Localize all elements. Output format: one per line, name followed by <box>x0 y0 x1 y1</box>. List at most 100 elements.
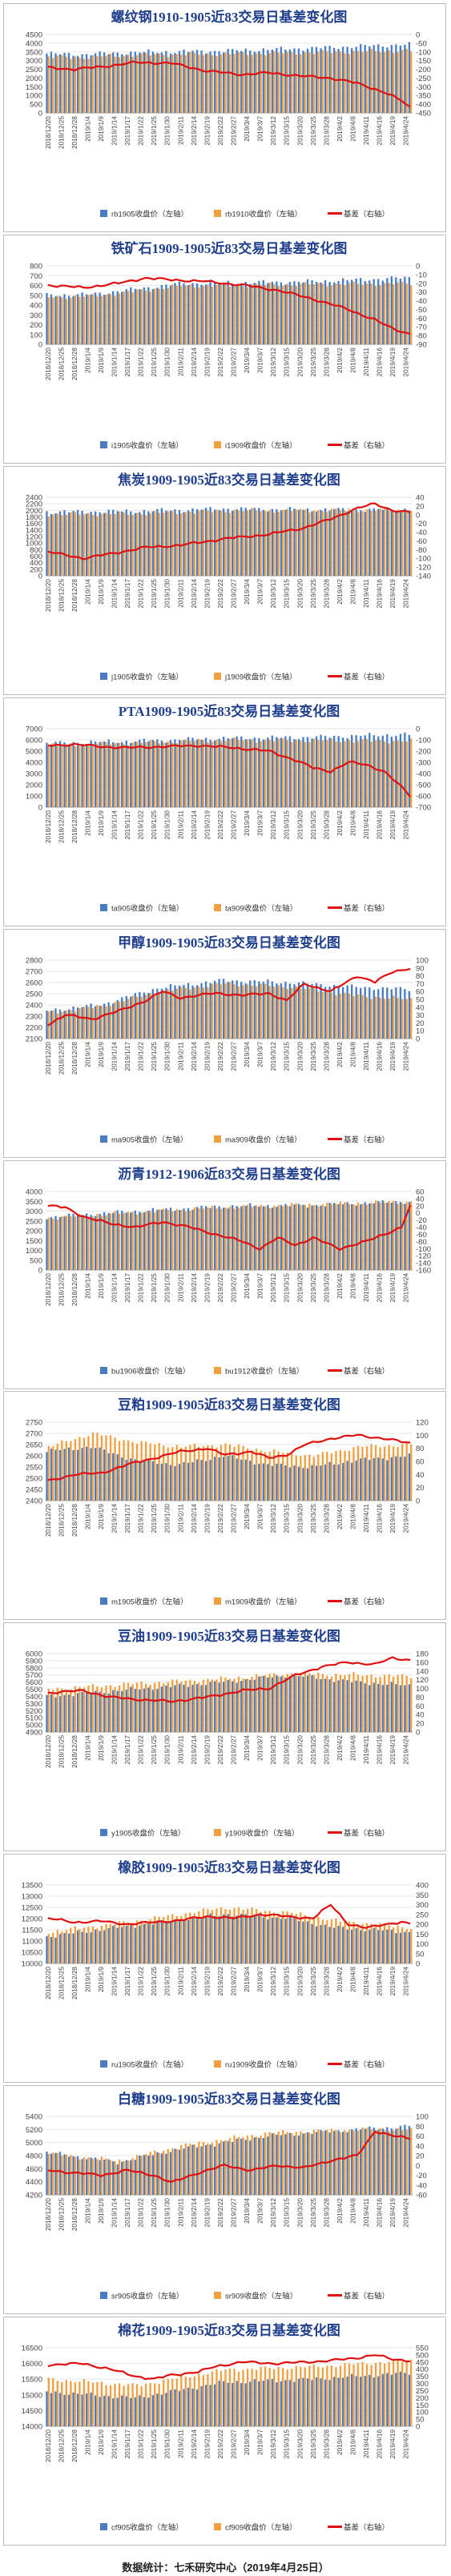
x-tick-label: 2019/4/24 <box>403 810 410 839</box>
x-tick-label: 2018/12/20 <box>45 116 52 149</box>
bar <box>154 994 156 1039</box>
bar <box>302 1921 304 1964</box>
bar <box>374 2130 377 2196</box>
x-tick-label: 2019/3/4 <box>244 1504 251 1529</box>
bar <box>295 54 297 113</box>
bar <box>348 2363 351 2426</box>
legend-swatch <box>214 2060 221 2068</box>
bar <box>107 509 110 576</box>
bar <box>233 983 236 1039</box>
bar <box>189 284 191 344</box>
bar <box>131 57 134 113</box>
bar <box>332 984 336 1039</box>
bar <box>397 282 399 344</box>
bar <box>183 984 185 1039</box>
bar <box>253 1679 256 1733</box>
bar <box>258 1915 260 1964</box>
y-tick-label-right: 0 <box>416 1035 420 1043</box>
bar <box>165 2393 167 2426</box>
bar <box>320 983 322 1039</box>
x-tick-label: 2019/4/19 <box>389 116 397 146</box>
bar <box>125 1460 127 1501</box>
basis-line <box>47 1434 411 1481</box>
basis-line <box>47 2354 411 2381</box>
bar <box>160 1920 163 1964</box>
bar <box>127 1923 130 1964</box>
bar <box>112 2398 115 2426</box>
bar <box>105 294 107 344</box>
bar <box>81 1931 83 1964</box>
bar <box>131 291 134 344</box>
bar <box>193 2144 196 2196</box>
bar <box>167 511 169 576</box>
y-tick-label-right: -20 <box>416 279 427 288</box>
chart-svg: 焦炭1909-1905近83交易日基差变化图020040060080010001… <box>26 472 431 682</box>
bar <box>282 2368 284 2426</box>
bar <box>154 2150 156 2196</box>
y-tick-label-left: 1500 <box>26 83 42 92</box>
bar <box>96 1686 99 1733</box>
bar <box>258 1464 260 1501</box>
x-tick-label: 2019/1/14 <box>111 2429 119 2459</box>
bar <box>233 2135 236 2196</box>
y-tick-label-right: 250 <box>416 2387 429 2396</box>
bar <box>116 511 119 576</box>
y-tick-label-left: 700 <box>30 272 42 281</box>
y-tick-label-left: 2100 <box>26 1035 42 1043</box>
bar <box>87 2157 90 2196</box>
bar <box>277 52 280 113</box>
y-tick-label-left: 2700 <box>26 967 42 976</box>
y-tick-label-left: 6000 <box>26 1650 42 1659</box>
x-tick-label: 2019/1/25 <box>151 116 158 146</box>
y-tick-label-right: -60 <box>416 2192 427 2200</box>
bar <box>339 1674 342 1733</box>
bar <box>144 1684 147 1733</box>
bar <box>268 986 271 1039</box>
bar <box>147 1923 150 1964</box>
bar <box>187 983 190 1039</box>
bar <box>147 1210 150 1270</box>
y-tick-label-right: 160 <box>416 1659 429 1668</box>
bar <box>149 1919 151 1964</box>
bar <box>163 1208 165 1270</box>
x-tick-label: 2018/12/20 <box>45 2429 52 2462</box>
bar <box>291 1202 293 1270</box>
chart-svg: 铁矿石1909-1905近83交易日基差变化图01002003004005006… <box>30 240 427 451</box>
bar <box>118 1001 121 1039</box>
bar <box>139 1926 141 1964</box>
bar <box>58 2393 62 2426</box>
bar <box>81 2394 83 2426</box>
bar <box>46 742 48 807</box>
bar <box>351 509 353 576</box>
y-tick-label-left: 4000 <box>26 39 42 48</box>
bar <box>79 57 81 113</box>
bar <box>109 1923 112 1964</box>
bar <box>52 297 54 344</box>
x-tick-label: 2019/3/20 <box>296 810 304 839</box>
bar <box>56 1219 58 1270</box>
bar <box>388 1200 390 1270</box>
x-tick-label: 2019/2/14 <box>191 1504 198 1533</box>
bar <box>58 1216 62 1270</box>
bar <box>140 514 143 576</box>
bar <box>151 289 155 344</box>
bar <box>74 56 77 113</box>
bar <box>286 2132 288 2196</box>
bar <box>249 980 252 1039</box>
bar <box>377 2129 380 2196</box>
y-tick-label-right: -80 <box>416 1237 427 1246</box>
bar <box>291 1452 293 1501</box>
bar <box>156 1209 159 1270</box>
bar <box>240 736 243 807</box>
bar <box>244 2383 247 2426</box>
bar <box>130 996 132 1039</box>
bar <box>114 2384 116 2426</box>
y-tick-label-left: 5200 <box>26 2126 42 2135</box>
x-tick-label: 2019/4/19 <box>389 578 397 608</box>
bar <box>144 1441 147 1501</box>
y-tick-label-right: 20 <box>416 1202 425 1211</box>
bar <box>237 739 240 807</box>
bar <box>262 981 264 1039</box>
x-tick-label: 2019/1/14 <box>111 1041 119 1071</box>
bar <box>183 1462 185 1501</box>
